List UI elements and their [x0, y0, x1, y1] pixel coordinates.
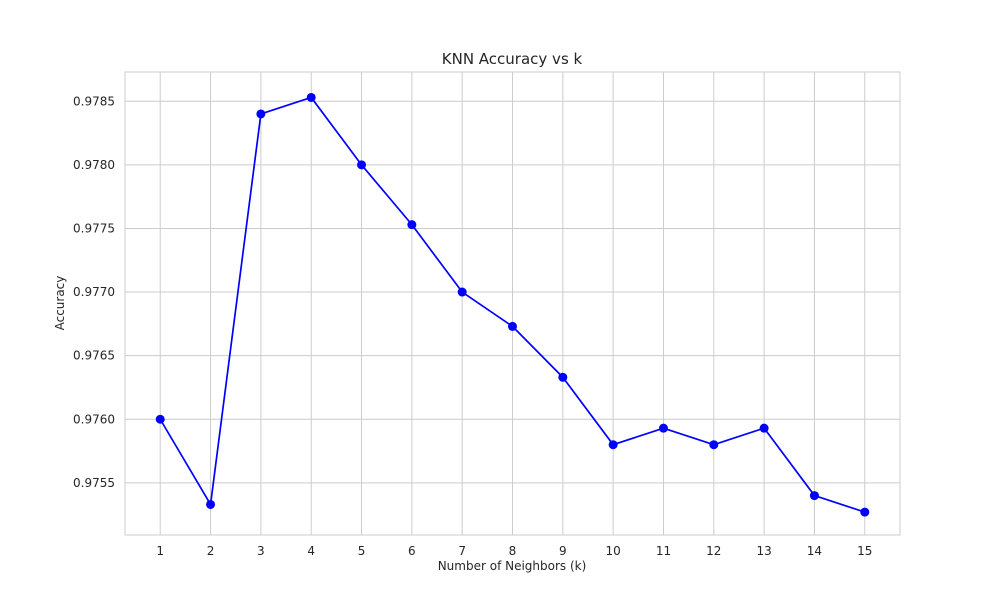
- x-tick-label: 14: [807, 544, 822, 558]
- x-tick-label: 2: [207, 544, 215, 558]
- grid-lines: [125, 72, 900, 535]
- data-point: [809, 491, 819, 501]
- data-point: [155, 414, 165, 424]
- y-tick-label: 0.9780: [73, 158, 115, 172]
- x-axis-label: Number of Neighbors (k): [438, 559, 587, 573]
- y-tick-label: 0.9765: [73, 349, 115, 363]
- data-point: [256, 109, 266, 119]
- x-tick-label: 8: [509, 544, 517, 558]
- y-tick-label: 0.9785: [73, 94, 115, 108]
- data-point: [357, 160, 367, 170]
- data-point: [306, 92, 316, 102]
- plot-frame: [124, 71, 901, 536]
- x-tick-label: 7: [458, 544, 466, 558]
- x-tick-label: 1: [156, 544, 164, 558]
- y-axis-label: Accuracy: [53, 276, 67, 331]
- x-tick-label: 9: [559, 544, 567, 558]
- x-tick-label: 3: [257, 544, 265, 558]
- x-tick-label: 6: [408, 544, 416, 558]
- x-tick-label: 15: [857, 544, 872, 558]
- x-tick-label: 12: [706, 544, 721, 558]
- x-tick-label: 10: [606, 544, 621, 558]
- y-tick-label: 0.9760: [73, 412, 115, 426]
- data-point: [558, 372, 568, 382]
- data-point: [457, 287, 467, 297]
- data-point: [206, 499, 216, 509]
- y-tick-label: 0.9755: [73, 476, 115, 490]
- data-point: [759, 423, 769, 433]
- data-point: [860, 507, 870, 517]
- x-tick-label: 11: [656, 544, 671, 558]
- data-point: [608, 440, 618, 450]
- chart-title: KNN Accuracy vs k: [442, 50, 583, 68]
- data-point: [407, 220, 417, 230]
- data-point: [658, 423, 668, 433]
- y-tick-label: 0.9775: [73, 221, 115, 235]
- x-tick-label: 4: [307, 544, 315, 558]
- x-tick-label: 13: [756, 544, 771, 558]
- data-point: [709, 440, 719, 450]
- data-point: [508, 321, 517, 331]
- series-layer: [155, 92, 870, 517]
- y-axis-ticks: 0.9755 0.9760 0.9765 0.9770 0.9775 0.9780 0.97…: [73, 94, 115, 490]
- x-tick-label: 5: [358, 544, 366, 558]
- x-axis-ticks: 1 2 3 4 5 6 7 8 9 10 11 12 13 14 15: [156, 544, 872, 558]
- y-tick-label: 0.9770: [73, 285, 115, 299]
